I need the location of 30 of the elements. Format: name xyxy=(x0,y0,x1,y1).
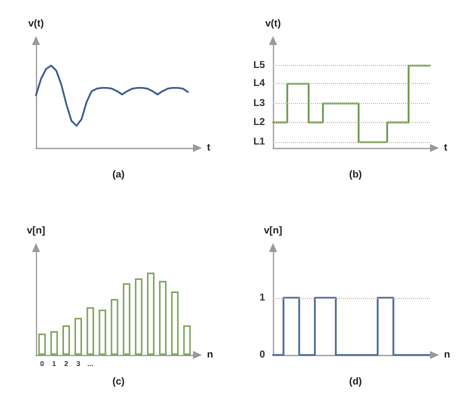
ref-line-label: L4 xyxy=(253,78,266,90)
bar xyxy=(183,325,191,355)
x-axis-title: t xyxy=(444,142,448,154)
bar xyxy=(62,325,70,355)
bar xyxy=(74,318,82,355)
x-axis-title: t xyxy=(207,142,211,154)
bar xyxy=(159,280,167,355)
text: (a) xyxy=(112,170,125,180)
bar xyxy=(98,310,106,355)
bar xyxy=(134,278,142,355)
y-axis-title: v(t) xyxy=(28,18,44,30)
text: (b) xyxy=(349,170,362,180)
text: (c) xyxy=(112,376,125,388)
bar xyxy=(50,331,58,355)
bar xyxy=(38,334,46,355)
ref-line-label: L5 xyxy=(253,60,266,72)
bar xyxy=(171,292,179,355)
y-axis-title: v[n] xyxy=(264,226,282,236)
bar xyxy=(110,298,118,355)
bar xyxy=(146,272,154,355)
x-axis-title: n xyxy=(444,350,450,360)
bar xyxy=(86,307,94,355)
text: (d) xyxy=(349,376,362,388)
ref-line-label: L1 xyxy=(253,136,266,148)
y-axis-title: v[n] xyxy=(26,226,46,236)
x-axis-title: n xyxy=(207,350,214,360)
y-axis-title: v(t) xyxy=(265,18,281,30)
ref-line-label: L2 xyxy=(253,116,266,128)
bar xyxy=(122,283,130,355)
ref-line-label: L3 xyxy=(253,98,266,110)
